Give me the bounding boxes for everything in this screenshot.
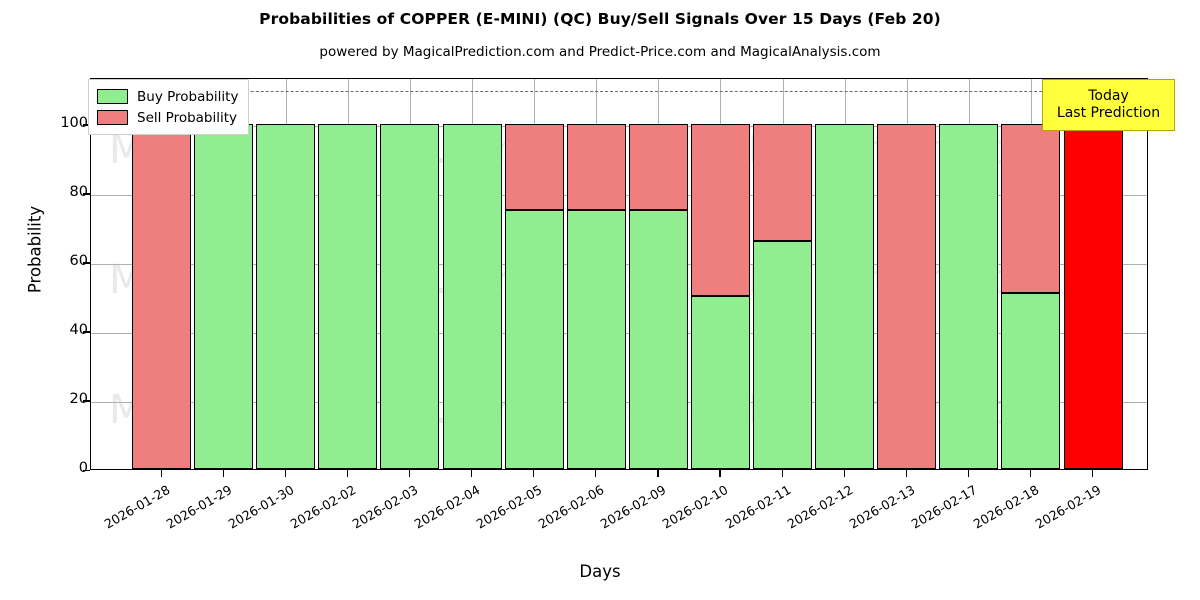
y-axis-tick-mark [83, 124, 90, 126]
x-axis-tick-mark [1029, 470, 1032, 477]
bar-group[interactable] [1001, 79, 1061, 469]
y-axis-tick-label: 100 [60, 114, 88, 131]
chart-subtitle: powered by MagicalPrediction.com and Pre… [319, 44, 881, 60]
bar-group[interactable] [939, 79, 999, 469]
y-axis-tick-label: 20 [69, 390, 88, 407]
today-label-line2: Last Prediction [1056, 105, 1161, 121]
y-axis-tick-label: 80 [69, 183, 88, 200]
legend-label-sell: Sell Probability [137, 109, 238, 126]
bar-segment-sell[interactable] [132, 123, 191, 469]
bar-segment-sell[interactable] [1001, 123, 1061, 294]
bars-layer [91, 79, 1147, 469]
bar-group[interactable] [256, 79, 316, 469]
today-annotation-box: Today Last Prediction [1042, 79, 1175, 131]
y-axis-tick-mark [83, 331, 90, 333]
y-axis-tick-label: 60 [69, 252, 88, 269]
bar-segment-buy[interactable] [256, 123, 316, 469]
bar-segment-sell[interactable] [753, 123, 812, 242]
legend-swatch-buy [97, 89, 128, 104]
bar-group[interactable] [380, 79, 440, 469]
x-axis-tick-mark [905, 470, 907, 477]
y-axis-tick-mark [83, 193, 90, 195]
bar-group[interactable] [442, 79, 502, 469]
y-axis-tick-mark [83, 262, 90, 264]
legend-item-buy: Buy Probability [97, 86, 238, 107]
bar-segment-buy[interactable] [753, 241, 812, 469]
today-label-line1: Today [1088, 88, 1129, 105]
bar-segment-buy[interactable] [318, 123, 378, 469]
bar-group[interactable] [1063, 79, 1123, 469]
y-axis-label: Probability [25, 205, 45, 294]
x-axis-tick-mark [657, 470, 659, 477]
bar-segment-buy[interactable] [194, 123, 254, 469]
bar-segment-buy[interactable] [939, 123, 999, 469]
x-axis-tick-mark [1092, 470, 1094, 477]
bar-segment-buy[interactable] [628, 210, 688, 469]
bar-segment-buy[interactable] [690, 296, 750, 469]
bar-group[interactable] [318, 79, 378, 469]
bar-segment-today[interactable] [1063, 123, 1123, 469]
x-axis-tick-mark [719, 470, 721, 477]
threshold-dashed-line [91, 91, 1147, 93]
bar-group[interactable] [690, 79, 750, 469]
bar-group[interactable] [504, 79, 564, 469]
legend-swatch-sell [97, 110, 128, 125]
y-axis-tick-label: 40 [69, 321, 88, 338]
x-axis-tick-mark [284, 470, 286, 477]
bar-segment-buy[interactable] [1001, 293, 1061, 469]
bar-group[interactable] [877, 79, 937, 469]
x-axis-tick-mark [471, 470, 473, 477]
y-axis-tick-mark [83, 400, 90, 402]
x-axis-tick-mark [533, 470, 535, 477]
x-axis-tick-mark [408, 470, 411, 477]
bar-segment-buy[interactable] [442, 123, 502, 469]
bar-segment-sell[interactable] [877, 123, 937, 469]
bar-group[interactable] [815, 79, 875, 469]
x-axis-tick-mark [160, 470, 162, 477]
bar-group[interactable] [194, 79, 254, 469]
bar-segment-buy[interactable] [504, 210, 564, 469]
x-axis-label: Days [579, 562, 621, 581]
bar-group[interactable] [628, 79, 688, 469]
x-axis-tick-mark [781, 470, 783, 477]
bar-segment-buy[interactable] [815, 123, 875, 469]
plot-area: MagicalAnalysis.comMagicalPrediction.com… [90, 78, 1148, 470]
x-axis-tick-mark [346, 470, 349, 477]
bar-group[interactable] [753, 79, 812, 469]
y-axis-tick-label: 0 [78, 460, 88, 476]
bar-segment-sell[interactable] [566, 123, 626, 211]
x-axis-tick-mark [595, 470, 597, 477]
legend-label-buy: Buy Probability [137, 88, 239, 105]
page-title: Probabilities of COPPER (E-MINI) (QC) Bu… [259, 10, 941, 28]
bar-group[interactable] [566, 79, 626, 469]
x-axis-tick-mark [967, 470, 970, 477]
legend-item-sell: Sell Probability [97, 107, 238, 128]
x-axis-tick-mark [843, 470, 845, 477]
chart-legend: Buy Probability Sell Probability [88, 79, 250, 135]
y-axis-tick-mark [83, 469, 90, 471]
x-axis-tick-mark [222, 470, 224, 477]
bar-segment-sell[interactable] [690, 123, 750, 297]
bar-segment-buy[interactable] [380, 123, 440, 469]
bar-segment-sell[interactable] [504, 123, 564, 211]
bar-group[interactable] [132, 79, 191, 469]
bar-segment-buy[interactable] [566, 210, 626, 469]
bar-segment-sell[interactable] [628, 123, 688, 211]
